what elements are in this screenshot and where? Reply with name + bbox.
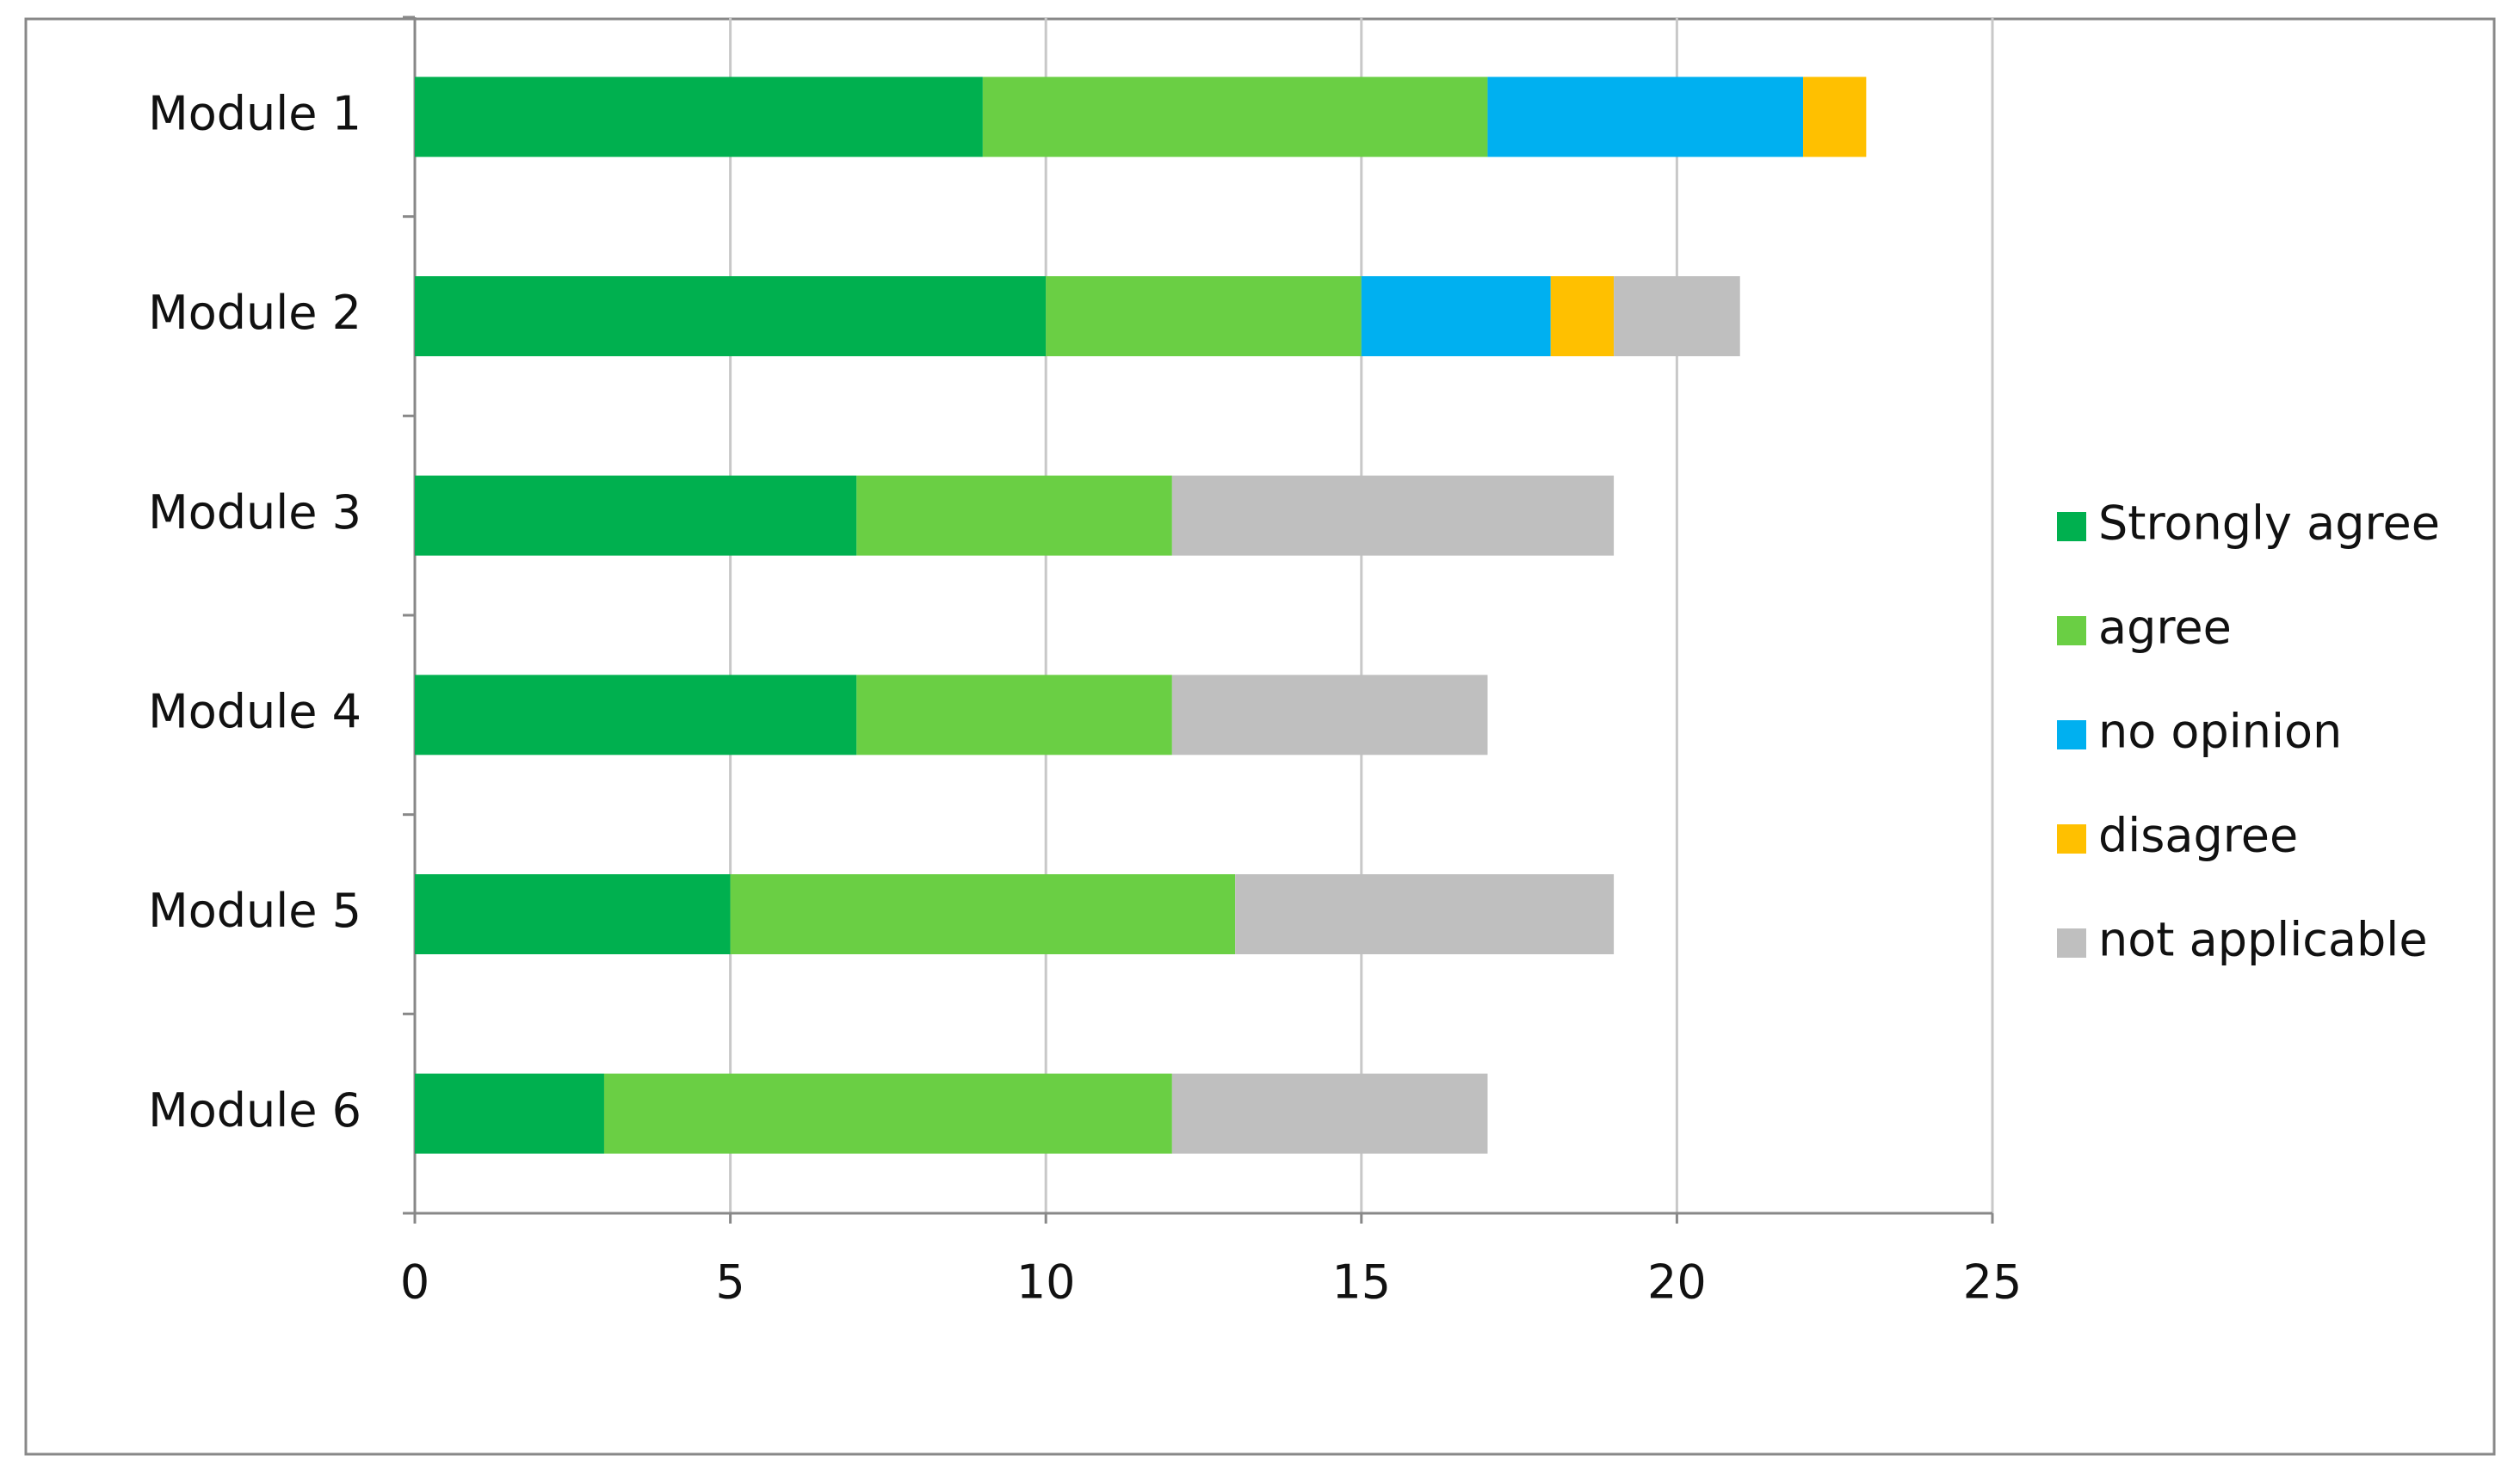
x-tick-label: 5 — [715, 1255, 744, 1310]
x-tick-label: 10 — [1016, 1255, 1076, 1310]
legend-label: agree — [2098, 601, 2232, 655]
y-tick-label: Module 4 — [148, 684, 361, 738]
bar-segment — [856, 675, 1172, 755]
legend-swatch — [2057, 720, 2086, 749]
y-tick-label: Module 2 — [148, 286, 361, 340]
bar-segment — [415, 77, 983, 157]
bar-segment — [415, 675, 857, 755]
bar-segment — [415, 874, 731, 954]
y-tick-label: Module 6 — [148, 1083, 361, 1138]
legend-swatch — [2057, 824, 2086, 854]
bar-segment — [856, 475, 1172, 556]
x-tick-label: 20 — [1647, 1255, 1707, 1310]
bar-segment — [1171, 675, 1488, 755]
x-tick-label: 0 — [400, 1255, 429, 1310]
bar-segment — [730, 874, 1236, 954]
x-tick-label: 15 — [1331, 1255, 1391, 1310]
legend-label: not applicable — [2098, 913, 2428, 967]
y-tick-label: Module 3 — [148, 485, 361, 540]
bar-segment — [1803, 77, 1867, 157]
bar-segment — [1487, 77, 1804, 157]
bar-segment — [982, 77, 1488, 157]
legend-label: disagree — [2098, 809, 2298, 863]
bar-segment — [415, 1073, 604, 1154]
bar-segment — [1046, 276, 1362, 356]
bar-segment — [1614, 276, 1740, 356]
legend-label: no opinion — [2098, 705, 2342, 759]
x-tick-label: 25 — [1963, 1255, 2023, 1310]
bar-segment — [1171, 475, 1615, 556]
legend-label: Strongly agree — [2098, 496, 2440, 551]
bar-segment — [1235, 874, 1615, 954]
bar-segment — [603, 1073, 1172, 1154]
bar-segment — [1171, 1073, 1488, 1154]
y-tick-label: Module 5 — [148, 884, 361, 938]
bar-segment — [415, 475, 857, 556]
legend-swatch — [2057, 616, 2086, 645]
bar-segment — [1361, 276, 1551, 356]
bar-segment — [415, 276, 1047, 356]
legend-swatch — [2057, 512, 2086, 541]
legend-swatch — [2057, 928, 2086, 958]
bar-segment — [1550, 276, 1615, 356]
y-tick-label: Module 1 — [148, 86, 361, 140]
